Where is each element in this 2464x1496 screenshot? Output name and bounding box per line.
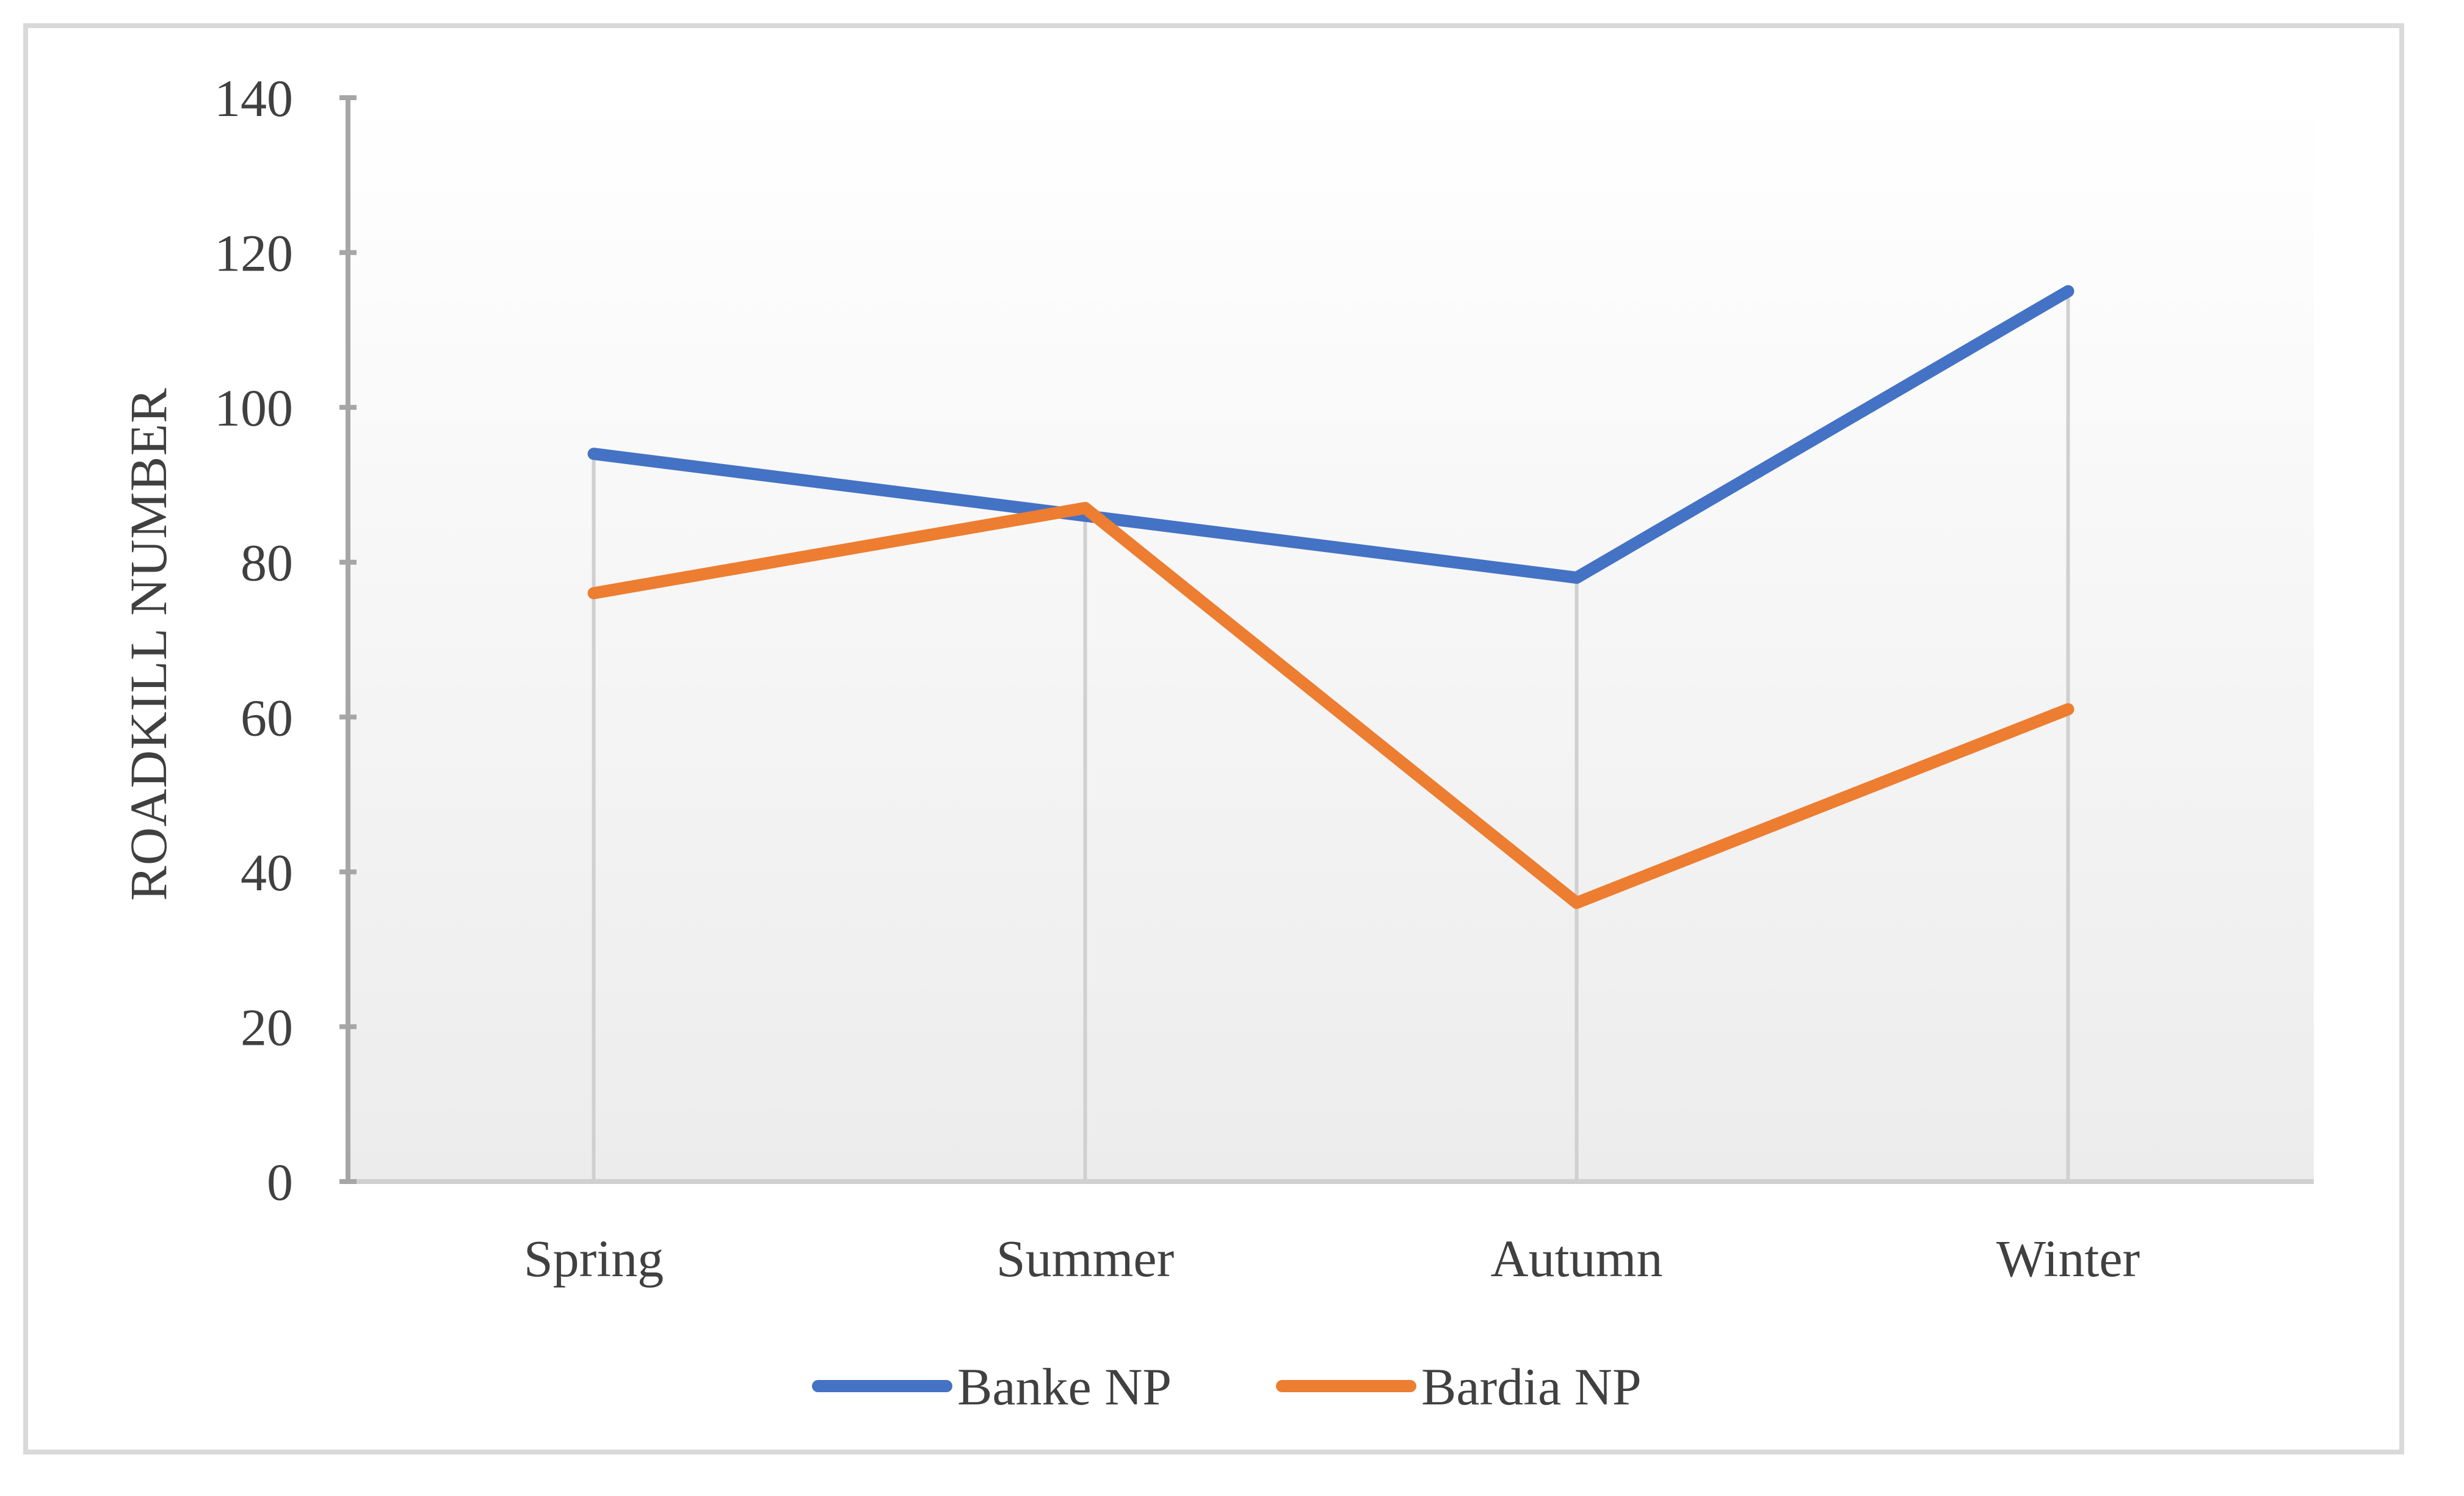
series-line-bardia-np	[587, 501, 2074, 909]
x-tick-label-spring: Spring	[524, 1229, 664, 1288]
x-tick-label-autumn: Autumn	[1491, 1229, 1663, 1288]
plot-area	[348, 98, 2314, 1182]
legend-label-bardia-np: Bardia NP	[1421, 1357, 1642, 1416]
y-tick-label: 60	[241, 688, 293, 747]
y-tick-label: 80	[241, 534, 293, 592]
y-tick-label: 20	[241, 998, 293, 1056]
x-tick-label-summer: Summer	[996, 1229, 1174, 1288]
y-tick-label: 120	[214, 224, 293, 283]
legend-label-banke-np: Banke NP	[957, 1357, 1172, 1416]
y-axis-title: ROADKILL NUMBER	[119, 388, 178, 901]
y-tick-label: 140	[214, 69, 293, 128]
y-tick-label: 0	[267, 1153, 293, 1211]
x-tick-label-winter: Winter	[1996, 1229, 2140, 1288]
series-line-banke-np	[587, 285, 2074, 584]
y-tick-label: 100	[214, 379, 293, 437]
y-tick-label: 40	[241, 843, 293, 902]
